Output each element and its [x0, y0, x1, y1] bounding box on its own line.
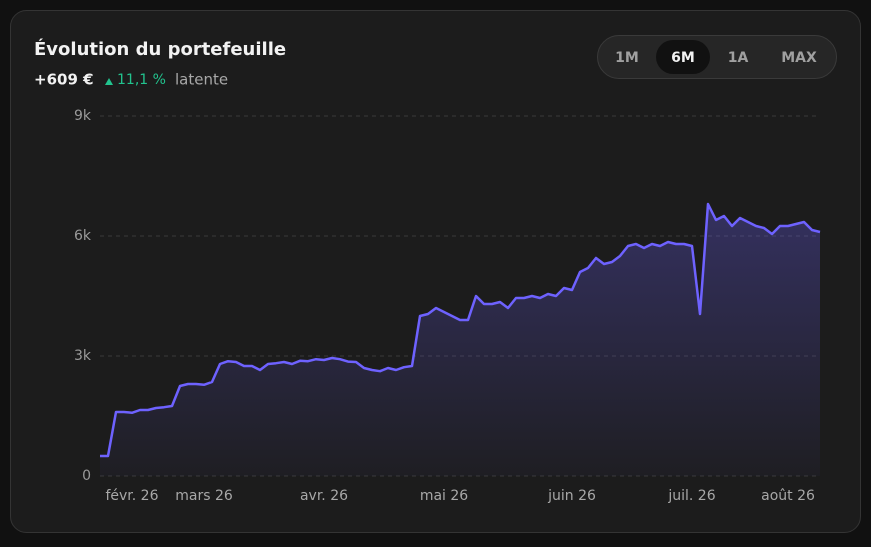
range-group	[597, 35, 837, 79]
change-note: latente	[175, 71, 228, 89]
title: Évolution du portefeuille	[34, 38, 286, 60]
x-tick-label: août 26	[761, 488, 815, 504]
x-tick-label: juil. 26	[667, 488, 715, 504]
line	[100, 202, 821, 458]
range-button[interactable]: 1A	[728, 50, 749, 66]
x-tick-label: avr. 26	[300, 488, 348, 504]
gain: +609 €	[34, 71, 94, 89]
range-button-active[interactable]	[656, 40, 710, 74]
area	[100, 204, 820, 476]
y-tick-label: 3k	[74, 348, 92, 364]
range-button[interactable]: 1M	[615, 50, 639, 66]
x-tick-label: mars 26	[175, 488, 233, 504]
up-arrow	[105, 78, 113, 85]
range-button[interactable]: 6M	[671, 50, 695, 66]
y-tick-label: 0	[82, 468, 91, 484]
change: 11,1 %	[117, 72, 166, 88]
y-tick-label: 9k	[74, 108, 92, 124]
range-button[interactable]: MAX	[781, 50, 817, 66]
x-tick-label: févr. 26	[105, 488, 158, 504]
x-tick-label: juin 26	[547, 488, 596, 504]
y-tick-label: 6k	[74, 228, 92, 244]
x-tick-label: mai 26	[420, 488, 468, 504]
